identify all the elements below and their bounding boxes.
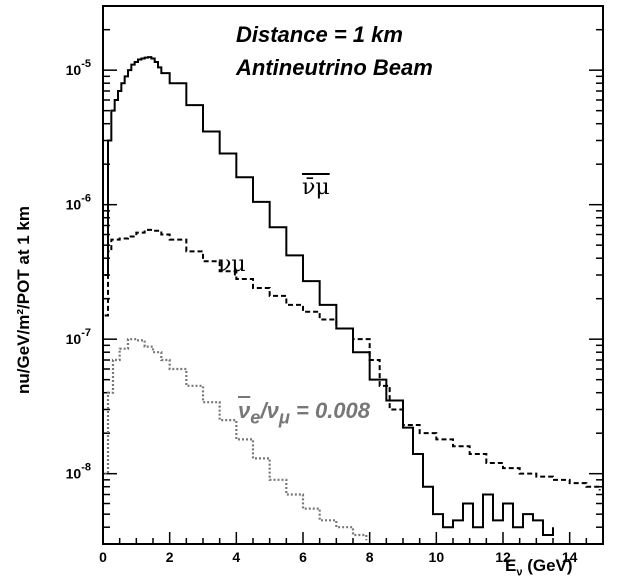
y-axis-label: nu/GeV/m²/POT at 1 km (14, 206, 33, 394)
x-tick-label: 2 (166, 549, 174, 565)
x-tick-label: 14 (562, 549, 578, 565)
x-tick-label: 4 (232, 549, 240, 565)
x-tick-label: 8 (366, 549, 374, 565)
series-label-numu-text: νμ (218, 252, 246, 277)
x-tick-label: 12 (495, 549, 511, 565)
series-line-1 (104, 228, 601, 491)
x-tick-label: 6 (299, 549, 307, 565)
series-line-2 (104, 338, 368, 541)
x-axis-label: Eν (GeV) (505, 556, 573, 578)
ratio-den-sub: μ (278, 406, 290, 428)
chart-title-line-1: Distance = 1 km (236, 22, 403, 47)
y-tick-label: 10-5 (66, 58, 91, 78)
axis-ticks: 0 2 4 6 8 10 12 14 10-5 10-6 10-7 10-8 (66, 28, 604, 565)
y-tick-label: 10-6 (66, 193, 91, 213)
x-axis-label-symbol: E (505, 556, 517, 575)
ratio-num: ν (238, 398, 251, 423)
x-axis-label-sub: ν (516, 566, 523, 579)
series-line-0 (104, 56, 554, 536)
series-label-numu: νμ (218, 252, 246, 277)
ratio-annotation: νe/νμ = 0.008 (238, 398, 371, 428)
series-label-anti-numu: ν̄μ (302, 175, 330, 200)
series-lines (104, 56, 601, 541)
x-tick-label: 10 (429, 549, 445, 565)
y-tick-label: 10-8 (66, 462, 91, 482)
ratio-num-sub: e (250, 406, 261, 428)
x-axis-label-unit: (GeV) (522, 556, 573, 575)
ratio-value: = 0.008 (289, 398, 371, 423)
y-tick-label: 10-7 (66, 327, 91, 347)
x-tick-label: 0 (99, 549, 107, 565)
chart-title-line-2: Antineutrino Beam (236, 55, 433, 80)
ratio-den: ν (266, 398, 279, 423)
series-label-anti-numu-text: ν̄μ (302, 175, 330, 200)
plot-frame (102, 5, 604, 545)
